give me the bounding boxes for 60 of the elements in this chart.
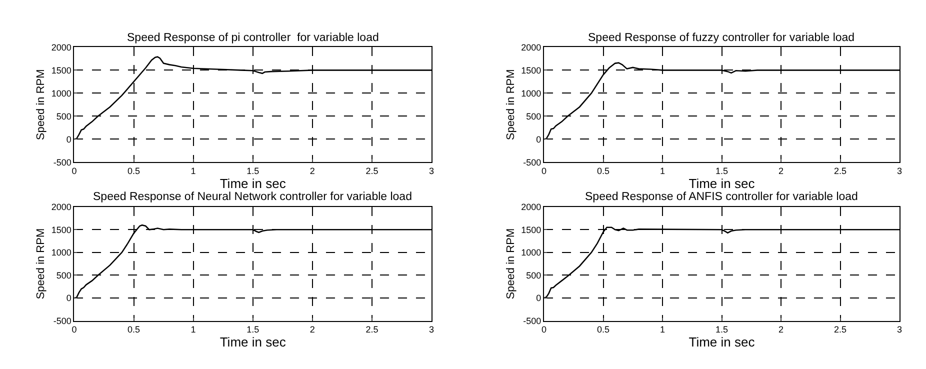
y-tick-label: 1000 xyxy=(51,88,72,98)
chart-title: Speed Response of pi controller for variable load xyxy=(127,32,379,44)
y-tick-label: 1000 xyxy=(521,88,542,98)
y-tick-label: 1000 xyxy=(51,248,72,258)
y-tick-label: 1500 xyxy=(521,224,542,235)
x-tick-label: 2 xyxy=(310,166,315,176)
y-tick-label: 0 xyxy=(66,293,72,304)
x-tick-label: 1 xyxy=(660,166,666,176)
y-tick-label: 500 xyxy=(56,270,72,280)
x-tick-label: 3 xyxy=(428,324,434,335)
x-tick-label: 2.5 xyxy=(834,166,847,176)
x-tick-label: 3 xyxy=(896,166,902,176)
y-tick-label: 0 xyxy=(536,134,542,144)
x-axis-title: Time in sec xyxy=(220,176,286,191)
x-tick-label: 3 xyxy=(428,166,434,176)
y-tick-label: -500 xyxy=(53,157,72,168)
y-tick-label: 2000 xyxy=(521,42,542,52)
y-axis-title: Speed in RPM xyxy=(35,69,48,140)
y-tick-label: -500 xyxy=(523,316,542,326)
y-tick-label: -500 xyxy=(523,157,542,168)
y-axis-title: Speed in RPM xyxy=(504,69,517,140)
x-axis-title: Time in sec xyxy=(220,334,286,350)
x-tick-label: 0.5 xyxy=(596,324,610,335)
x-tick-label: 0.5 xyxy=(127,324,140,335)
x-tick-label: 1 xyxy=(190,324,196,335)
x-tick-label: 1 xyxy=(660,324,666,335)
y-tick-label: 0 xyxy=(66,134,72,144)
y-tick-label: 1500 xyxy=(51,65,72,76)
x-tick-label: 3 xyxy=(896,324,902,335)
chart-title: Speed Response of ANFIS controller for variable load xyxy=(585,191,858,203)
y-tick-label: 2000 xyxy=(51,202,72,212)
y-tick-label: 500 xyxy=(56,111,72,122)
chart-title: Speed Response of fuzzy controller for variable load xyxy=(588,32,855,44)
x-tick-label: 2.5 xyxy=(366,166,378,176)
x-tick-label: 2 xyxy=(310,324,315,335)
x-tick-label: 1.5 xyxy=(715,324,728,335)
y-tick-label: 2000 xyxy=(521,202,542,212)
x-tick-label: 1 xyxy=(190,166,196,176)
y-tick-label: 2000 xyxy=(51,42,72,52)
x-tick-label: 2.5 xyxy=(834,324,847,335)
y-tick-label: 500 xyxy=(526,111,542,122)
x-tick-label: 2 xyxy=(778,166,784,176)
y-tick-label: 1500 xyxy=(521,65,542,76)
x-tick-label: 1.5 xyxy=(246,166,260,176)
y-axis-title: Speed in RPM xyxy=(35,228,48,300)
chart-title: Speed Response of Neural Network controller for variable load xyxy=(93,191,412,203)
y-axis-title: Speed in RPM xyxy=(504,228,517,300)
y-tick-label: 500 xyxy=(526,270,542,280)
x-tick-label: 0.5 xyxy=(127,166,140,176)
x-tick-label: 2.5 xyxy=(366,324,378,335)
y-tick-label: 0 xyxy=(536,293,542,304)
x-tick-label: 1.5 xyxy=(246,324,260,335)
x-axis-title: Time in sec xyxy=(688,176,756,191)
x-axis-title: Time in sec xyxy=(688,334,756,350)
x-tick-label: 0.5 xyxy=(596,166,610,176)
x-tick-label: 1.5 xyxy=(715,166,728,176)
y-tick-label: 1500 xyxy=(51,224,72,235)
x-tick-label: 2 xyxy=(778,324,784,335)
y-tick-label: 1000 xyxy=(521,248,542,258)
y-tick-label: -500 xyxy=(53,316,72,326)
